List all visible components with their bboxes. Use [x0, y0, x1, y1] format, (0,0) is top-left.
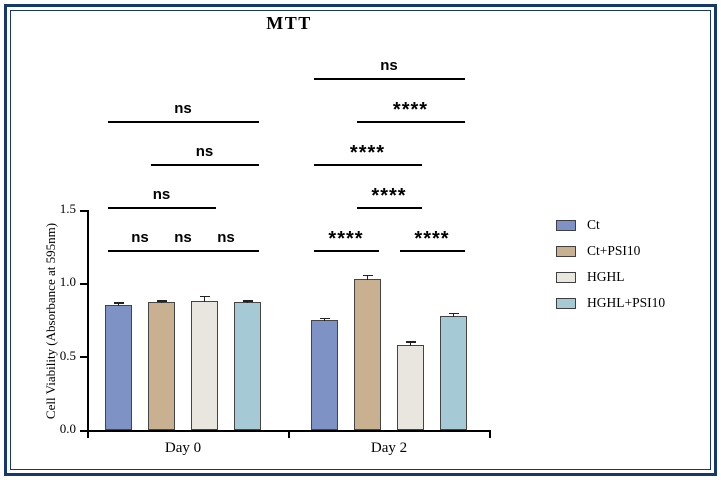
bar-Ct+PSI10 — [354, 278, 381, 430]
legend-item: Ct+PSI10 — [556, 238, 665, 264]
x-axis-line — [87, 430, 491, 432]
sig-label: ns — [131, 229, 149, 246]
legend-label: Ct — [587, 217, 600, 232]
error-bar-line — [409, 341, 412, 346]
legend-swatch — [556, 219, 576, 231]
sig-label: ns — [195, 143, 214, 160]
bar-HGHL — [191, 300, 218, 430]
sig-label: ns — [217, 229, 235, 246]
bar-HGHL+PSI10 — [440, 315, 467, 430]
bar-Ct — [105, 305, 132, 430]
error-bar-cap — [199, 295, 210, 298]
legend: Ct Ct+PSI10 HGHL HGHL+PSI10 — [556, 212, 665, 316]
legend-label: HGHL+PSI10 — [587, 295, 666, 310]
sig-bracket-line — [107, 207, 216, 209]
error-bar-cap — [319, 317, 330, 320]
x-tick — [489, 432, 491, 438]
y-tick — [80, 282, 87, 285]
sig-bracket-line — [107, 250, 173, 252]
bar-HGHL+PSI10 — [234, 302, 261, 430]
sig-bracket-line — [193, 250, 259, 252]
error-bar-cap — [242, 300, 253, 302]
sig-bracket-line — [313, 250, 379, 252]
y-axis-line — [87, 210, 89, 432]
error-bar-cap — [405, 341, 416, 343]
y-tick — [80, 209, 87, 212]
legend-swatch — [556, 245, 576, 257]
sig-label: **** — [349, 142, 386, 164]
sig-label: **** — [328, 228, 364, 250]
sig-label: **** — [392, 99, 429, 121]
error-bar-line — [323, 317, 326, 321]
sig-bracket-line — [399, 250, 465, 252]
x-group-label: Day 0 — [164, 440, 202, 456]
sig-bracket-line — [150, 164, 259, 166]
sig-bracket-line — [107, 121, 259, 123]
sig-label: ns — [152, 186, 171, 203]
sig-label: **** — [371, 185, 407, 207]
error-bar-line — [246, 300, 249, 304]
error-bar-line — [160, 300, 163, 304]
x-group-label: Day 2 — [370, 440, 408, 456]
x-tick — [87, 432, 89, 438]
y-tick — [80, 356, 87, 359]
legend-label: Ct+PSI10 — [587, 243, 641, 258]
legend-swatch — [556, 297, 576, 309]
error-bar-line — [366, 274, 369, 280]
bar-Ct — [311, 320, 338, 430]
sig-bracket-line — [313, 78, 465, 80]
error-bar-cap — [156, 300, 167, 302]
error-bar-cap — [362, 274, 373, 277]
error-bar-line — [203, 295, 206, 302]
error-bar-cap — [113, 302, 124, 304]
legend-item: HGHL — [556, 264, 665, 290]
y-tick-label: 1.0 — [59, 274, 76, 290]
error-bar-line — [117, 302, 120, 307]
sig-label: **** — [414, 228, 450, 250]
y-tick-label: 0.5 — [59, 347, 76, 363]
error-bar-cap — [448, 312, 459, 315]
sig-bracket-line — [356, 207, 422, 209]
y-tick — [80, 429, 87, 432]
bar-Ct+PSI10 — [148, 302, 175, 430]
chart-title: MTT — [266, 13, 312, 33]
sig-bracket-line — [150, 250, 216, 252]
sig-bracket-line — [313, 164, 422, 166]
sig-label: ns — [174, 229, 192, 246]
y-tick-label: 1.5 — [59, 201, 76, 216]
x-tick — [288, 432, 290, 438]
y-tick-label: 0.0 — [59, 421, 76, 436]
sig-label: ns — [380, 57, 398, 74]
legend-label: HGHL — [587, 269, 625, 284]
sig-bracket-line — [356, 121, 465, 123]
legend-item: Ct — [556, 212, 665, 238]
error-bar-line — [452, 312, 455, 317]
legend-item: HGHL+PSI10 — [556, 290, 665, 316]
legend-swatch — [556, 271, 576, 283]
sig-label: ns — [174, 100, 192, 117]
bar-HGHL — [397, 344, 424, 430]
